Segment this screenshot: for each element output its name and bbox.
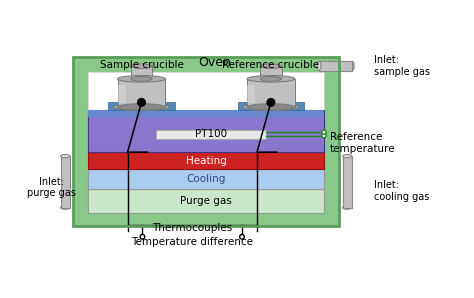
Ellipse shape bbox=[343, 154, 352, 158]
Bar bbox=[343, 156, 352, 208]
Bar bbox=[237, 103, 304, 110]
Text: Inlet:
purge gas: Inlet: purge gas bbox=[27, 177, 76, 198]
Bar bbox=[88, 170, 324, 189]
Ellipse shape bbox=[61, 154, 70, 158]
Ellipse shape bbox=[118, 104, 165, 110]
Ellipse shape bbox=[131, 64, 152, 69]
Text: Purge gas: Purge gas bbox=[180, 196, 232, 206]
Ellipse shape bbox=[113, 103, 170, 111]
Ellipse shape bbox=[247, 104, 295, 110]
Ellipse shape bbox=[243, 103, 299, 111]
Text: Inlet:
cooling gas: Inlet: cooling gas bbox=[374, 180, 429, 202]
Ellipse shape bbox=[131, 77, 152, 81]
Text: Reference
temperature: Reference temperature bbox=[329, 132, 395, 154]
Ellipse shape bbox=[118, 75, 165, 82]
Circle shape bbox=[322, 134, 326, 138]
Ellipse shape bbox=[247, 75, 295, 82]
Circle shape bbox=[140, 235, 145, 239]
Bar bbox=[73, 57, 339, 226]
Bar bbox=[131, 66, 152, 79]
Circle shape bbox=[322, 130, 326, 134]
Bar bbox=[73, 57, 339, 72]
Circle shape bbox=[240, 235, 245, 239]
Bar bbox=[88, 72, 324, 213]
Text: PT100: PT100 bbox=[195, 129, 227, 139]
Ellipse shape bbox=[350, 61, 354, 71]
Ellipse shape bbox=[343, 206, 352, 209]
Bar bbox=[73, 213, 339, 226]
Bar bbox=[156, 130, 266, 139]
Bar bbox=[118, 85, 126, 103]
Bar bbox=[247, 79, 295, 107]
Text: Heating: Heating bbox=[186, 156, 227, 166]
Bar bbox=[88, 110, 324, 117]
Bar bbox=[319, 61, 352, 71]
Bar bbox=[88, 152, 324, 170]
Bar bbox=[61, 156, 70, 208]
Ellipse shape bbox=[260, 64, 282, 69]
Circle shape bbox=[267, 99, 275, 106]
Ellipse shape bbox=[317, 61, 321, 71]
Bar bbox=[88, 110, 324, 152]
Ellipse shape bbox=[260, 77, 282, 81]
Bar bbox=[324, 57, 339, 226]
Text: Inlet:
sample gas: Inlet: sample gas bbox=[374, 55, 430, 77]
Bar bbox=[260, 66, 282, 79]
Text: Oven: Oven bbox=[198, 56, 231, 69]
Text: Sample crucible: Sample crucible bbox=[100, 60, 183, 70]
Text: Temperature difference: Temperature difference bbox=[131, 237, 253, 247]
Text: Thermocouples: Thermocouples bbox=[152, 224, 232, 233]
Bar bbox=[88, 189, 324, 213]
Bar bbox=[73, 57, 88, 226]
Text: Reference crucible: Reference crucible bbox=[222, 60, 319, 70]
Ellipse shape bbox=[61, 206, 70, 209]
Circle shape bbox=[137, 99, 146, 106]
Bar bbox=[108, 103, 174, 110]
Bar bbox=[118, 79, 165, 107]
Text: Cooling: Cooling bbox=[186, 174, 226, 184]
Bar bbox=[247, 85, 255, 103]
